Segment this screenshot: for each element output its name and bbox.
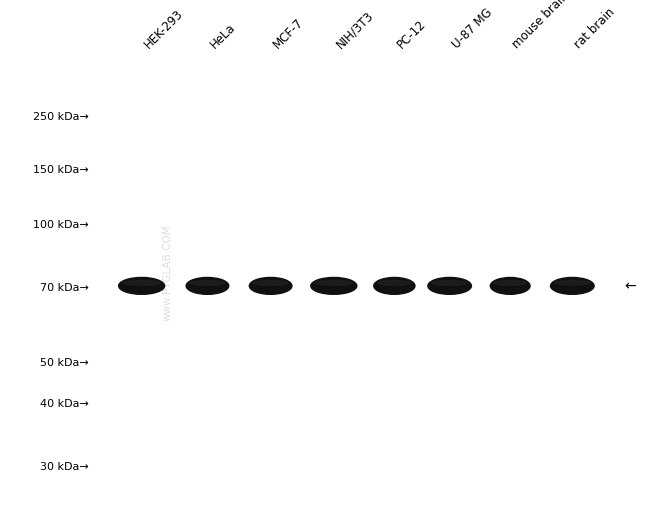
Text: www.PTGLAB.COM: www.PTGLAB.COM xyxy=(163,224,173,321)
Ellipse shape xyxy=(374,278,415,295)
Text: 30 kDa→: 30 kDa→ xyxy=(40,461,89,471)
Text: 150 kDa→: 150 kDa→ xyxy=(33,164,89,175)
Text: mouse brain: mouse brain xyxy=(510,0,571,51)
Ellipse shape xyxy=(428,278,471,295)
Ellipse shape xyxy=(124,281,160,286)
Text: 70 kDa→: 70 kDa→ xyxy=(40,282,89,293)
Ellipse shape xyxy=(119,278,164,295)
Ellipse shape xyxy=(186,278,229,295)
Text: rat brain: rat brain xyxy=(572,6,618,51)
Ellipse shape xyxy=(378,281,411,286)
Ellipse shape xyxy=(315,281,352,286)
Text: ←: ← xyxy=(624,279,636,293)
Text: U-87 MG: U-87 MG xyxy=(450,7,495,51)
Ellipse shape xyxy=(490,278,530,295)
Text: MCF-7: MCF-7 xyxy=(270,16,306,51)
Text: 250 kDa→: 250 kDa→ xyxy=(33,112,89,122)
Text: HeLa: HeLa xyxy=(207,21,238,51)
Ellipse shape xyxy=(555,281,590,286)
Ellipse shape xyxy=(190,281,224,286)
Text: 40 kDa→: 40 kDa→ xyxy=(40,399,89,409)
Ellipse shape xyxy=(494,281,526,286)
Text: 100 kDa→: 100 kDa→ xyxy=(33,219,89,229)
Text: 50 kDa→: 50 kDa→ xyxy=(40,357,89,367)
Ellipse shape xyxy=(250,278,292,295)
Ellipse shape xyxy=(254,281,288,286)
Text: HEK-293: HEK-293 xyxy=(142,8,186,51)
Ellipse shape xyxy=(311,278,357,295)
Text: PC-12: PC-12 xyxy=(395,18,428,51)
Ellipse shape xyxy=(432,281,467,286)
Ellipse shape xyxy=(551,278,594,295)
Text: NIH/3T3: NIH/3T3 xyxy=(334,9,376,51)
